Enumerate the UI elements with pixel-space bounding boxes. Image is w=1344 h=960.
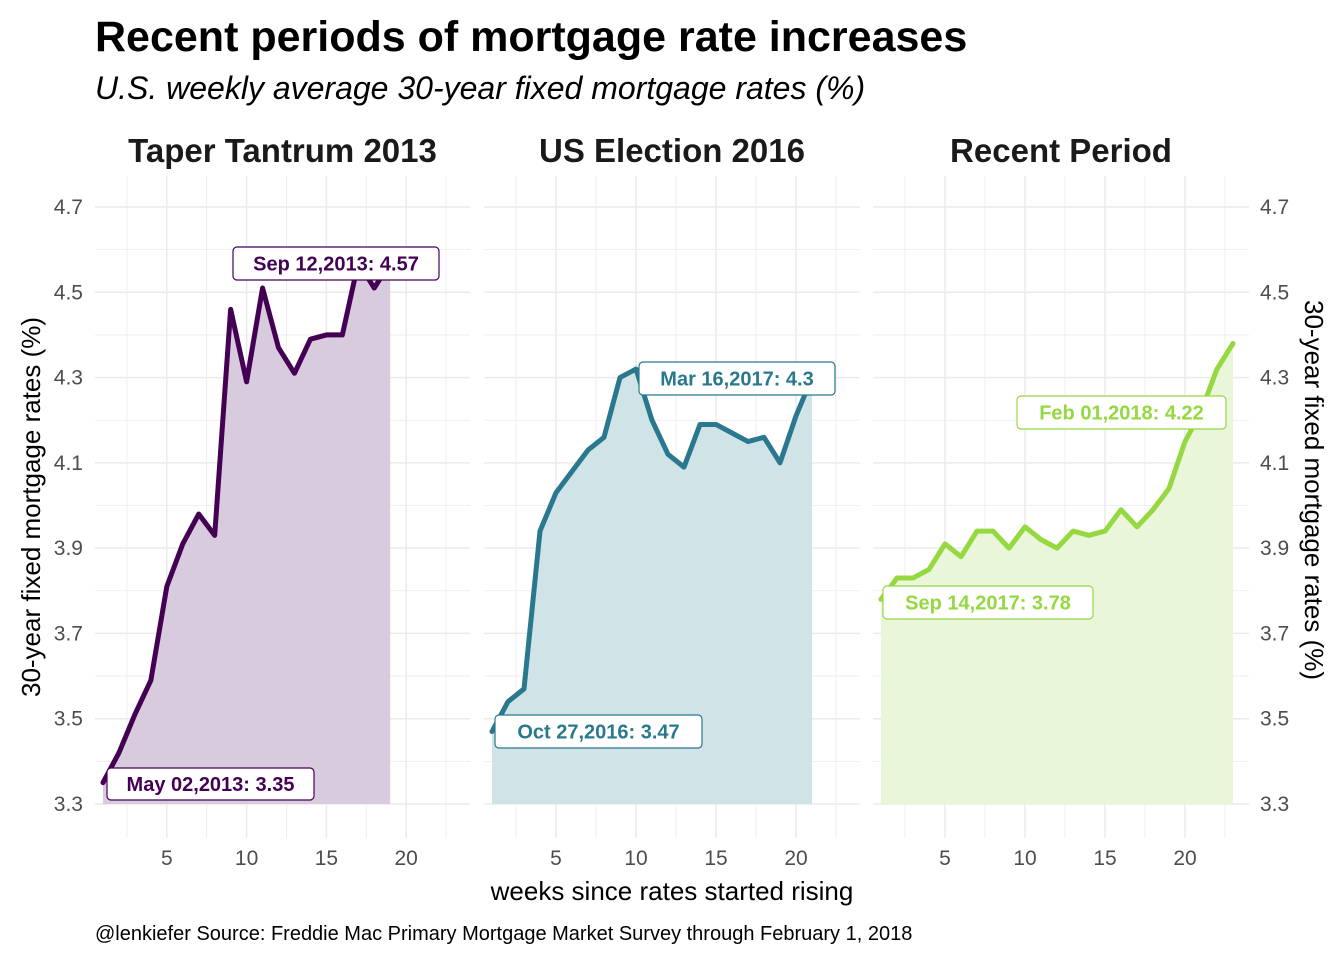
x-tick-label: 20 <box>784 847 807 870</box>
x-tick-label: 20 <box>1173 847 1196 870</box>
chart-subtitle: U.S. weekly average 30-year fixed mortga… <box>95 70 865 106</box>
y-tick-label-left: 3.3 <box>54 793 83 816</box>
axes: 5 10 15 20 5 10 15 20 5 10 15 20 3.3 3.3 3.5 3.5 3.7 3.7 3… <box>54 196 1289 870</box>
x-tick-label: 10 <box>624 847 647 870</box>
x-tick-label: 10 <box>1013 847 1036 870</box>
y-tick-label-right: 4.3 <box>1260 367 1289 390</box>
y-tick-label-left: 4.5 <box>54 281 83 304</box>
facet-title: US Election 2016 <box>539 132 805 169</box>
y-tick-label-right: 4.1 <box>1260 452 1289 475</box>
x-tick-label: 20 <box>394 847 417 870</box>
callout-text: Feb 01,2018: 4.22 <box>1039 403 1204 425</box>
callout-label: May 02,2013: 3.35 <box>106 767 315 801</box>
series-area <box>881 343 1233 804</box>
y-tick-label-right: 4.7 <box>1260 196 1289 219</box>
y-axis-title-left: 30-year fixed mortgage rates (%) <box>16 317 46 697</box>
y-tick-label-right: 4.5 <box>1260 281 1289 304</box>
callout-text: Oct 27,2016: 3.47 <box>517 722 679 744</box>
series-line <box>100 259 393 786</box>
callout-label: Mar 16,2017: 4.3 <box>638 361 836 396</box>
y-tick-label-left: 4.1 <box>54 452 83 475</box>
facet-panel: US Election 2016 Oct 27,2016: 3.47 Mar 16,… <box>484 132 860 838</box>
series-line <box>878 340 1236 602</box>
facet-title: Taper Tantrum 2013 <box>128 132 437 169</box>
callout-box <box>494 714 703 749</box>
callout-box <box>1016 395 1227 430</box>
facet-title: Recent Period <box>950 132 1172 169</box>
y-tick-label-right: 3.5 <box>1260 708 1289 731</box>
y-axis-title-right: 30-year fixed mortgage rates (%) <box>1299 300 1329 680</box>
series-line <box>489 366 815 735</box>
callout-label: Feb 01,2018: 4.22 <box>1016 395 1227 430</box>
callout-label: Oct 27,2016: 3.47 <box>494 714 703 749</box>
y-tick-label-left: 3.7 <box>54 622 83 645</box>
x-axis-title: weeks since rates started rising <box>490 876 854 906</box>
x-tick-label: 5 <box>550 847 562 870</box>
callout-label: Sep 14,2017: 3.78 <box>882 585 1094 620</box>
x-tick-label: 15 <box>315 847 338 870</box>
callout-text: Sep 14,2017: 3.78 <box>905 593 1071 615</box>
chart-caption: @lenkiefer Source: Freddie Mac Primary M… <box>95 923 912 945</box>
y-tick-label-left: 4.3 <box>54 367 83 390</box>
x-tick-label: 5 <box>939 847 951 870</box>
series-area <box>492 369 812 804</box>
facet-panels: Taper Tantrum 2013 May 02,2013: 3.35 Sep 1… <box>95 132 1249 838</box>
y-tick-label-right: 3.3 <box>1260 793 1289 816</box>
callout-text: May 02,2013: 3.35 <box>127 774 295 796</box>
callout-box <box>232 246 440 281</box>
x-tick-label: 15 <box>1093 847 1116 870</box>
callout-text: Sep 12,2013: 4.57 <box>253 254 419 276</box>
series-area <box>102 262 391 805</box>
chart-title: Recent periods of mortgage rate increase… <box>95 13 967 61</box>
y-tick-label-right: 3.7 <box>1260 622 1289 645</box>
callout-text: Mar 16,2017: 4.3 <box>660 369 813 391</box>
y-tick-label-left: 4.7 <box>54 196 83 219</box>
facet-panel: Recent Period Sep 14,2017: 3.78 Feb 01,201… <box>873 132 1249 838</box>
y-tick-label-left: 3.5 <box>54 708 83 731</box>
callout-box <box>638 361 836 396</box>
x-tick-label: 15 <box>704 847 727 870</box>
y-tick-label-left: 3.9 <box>54 537 83 560</box>
y-tick-label-right: 3.9 <box>1260 537 1289 560</box>
callout-box <box>882 585 1094 620</box>
callout-label: Sep 12,2013: 4.57 <box>232 246 440 281</box>
x-tick-label: 5 <box>161 847 173 870</box>
facet-panel: Taper Tantrum 2013 May 02,2013: 3.35 Sep 1… <box>95 132 470 838</box>
callout-box <box>106 767 315 801</box>
x-tick-label: 10 <box>235 847 258 870</box>
